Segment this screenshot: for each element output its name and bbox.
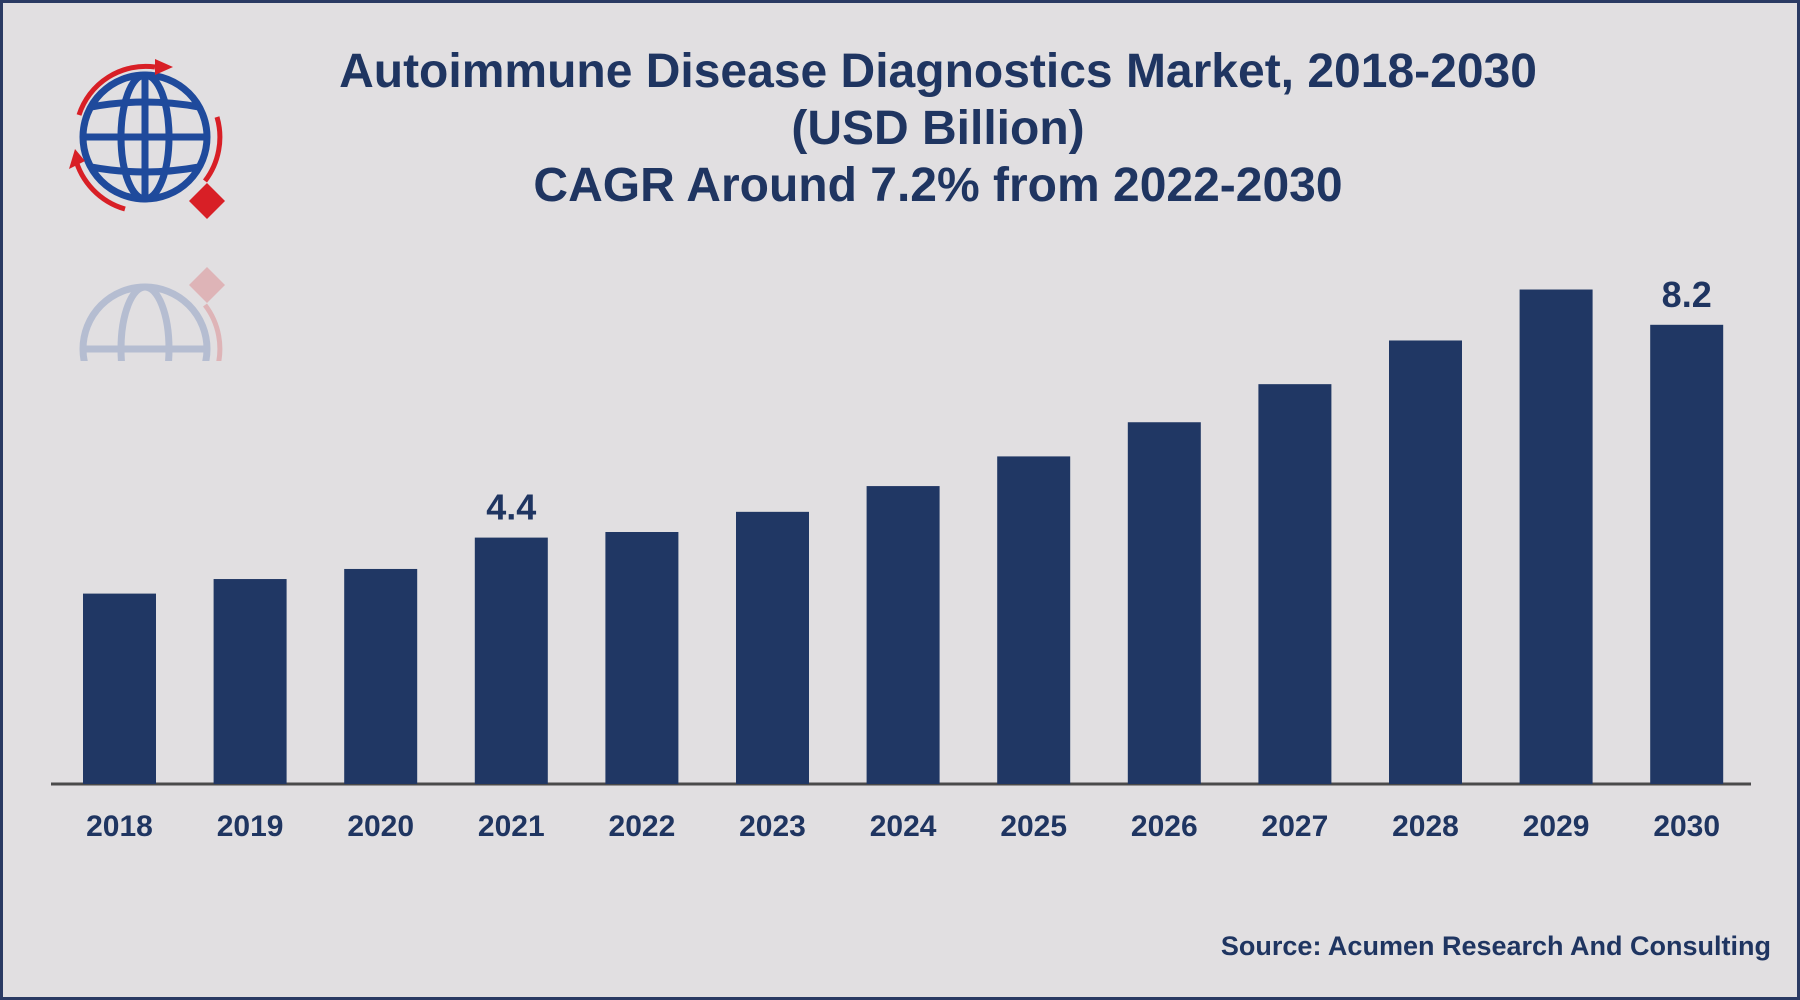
bar-2027 — [1258, 384, 1332, 784]
bar-2020 — [344, 568, 418, 784]
title-line-3: CAGR Around 7.2% from 2022-2030 — [533, 159, 1343, 212]
x-tick-label-2020: 2020 — [347, 810, 414, 843]
x-tick-label-2025: 2025 — [1000, 810, 1067, 843]
bar-2024 — [866, 486, 940, 784]
data-labels: 4.4 8.2 — [486, 274, 1711, 528]
logo-reflection-icon — [79, 267, 225, 361]
x-tick-label-2019: 2019 — [217, 810, 284, 843]
x-tick-label-2026: 2026 — [1131, 810, 1198, 843]
x-tick-label-2021: 2021 — [478, 810, 545, 843]
bar-2019 — [213, 579, 287, 784]
bar-2026 — [1127, 422, 1201, 784]
x-tick-label-2028: 2028 — [1392, 810, 1459, 843]
data-label-2021: 4.4 — [486, 487, 536, 528]
bar-2023 — [736, 511, 809, 784]
globe-arrows-logo-icon — [69, 59, 225, 219]
title-line-2: (USD Billion) — [791, 102, 1085, 155]
bar-2025 — [997, 456, 1071, 784]
x-tick-label-2022: 2022 — [609, 810, 676, 843]
x-tick-label-2030: 2030 — [1653, 810, 1720, 843]
title-line-1: Autoimmune Disease Diagnostics Market, 2… — [339, 45, 1537, 98]
bar-2029 — [1519, 289, 1593, 784]
x-tick-label-2027: 2027 — [1262, 810, 1329, 843]
x-tick-label-2024: 2024 — [870, 810, 937, 843]
data-label-2030: 8.2 — [1662, 274, 1712, 315]
bars-group — [83, 289, 1724, 784]
bar-2028 — [1389, 340, 1462, 784]
bar-2018 — [83, 593, 156, 784]
bar-2021 — [474, 537, 548, 784]
bar-chart: 2018 2019 2020 2021 2022 2023 2024 2025 2026 2027… — [51, 274, 1751, 843]
x-tick-labels: 2018 2019 2020 2021 2022 2023 2024 2025 2026 2027… — [86, 810, 1720, 843]
x-tick-label-2023: 2023 — [739, 810, 806, 843]
source-note: Source: Acumen Research And Consulting — [1220, 931, 1771, 961]
bar-2030 — [1650, 324, 1724, 784]
x-tick-label-2029: 2029 — [1523, 810, 1590, 843]
x-tick-label-2018: 2018 — [86, 810, 153, 843]
chart-title: Autoimmune Disease Diagnostics Market, 2… — [253, 43, 1623, 214]
bar-2022 — [605, 532, 679, 784]
